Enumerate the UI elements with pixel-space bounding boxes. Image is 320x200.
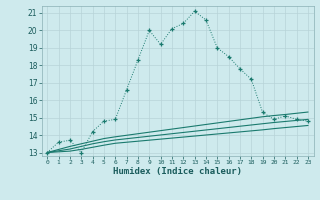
X-axis label: Humidex (Indice chaleur): Humidex (Indice chaleur)	[113, 167, 242, 176]
